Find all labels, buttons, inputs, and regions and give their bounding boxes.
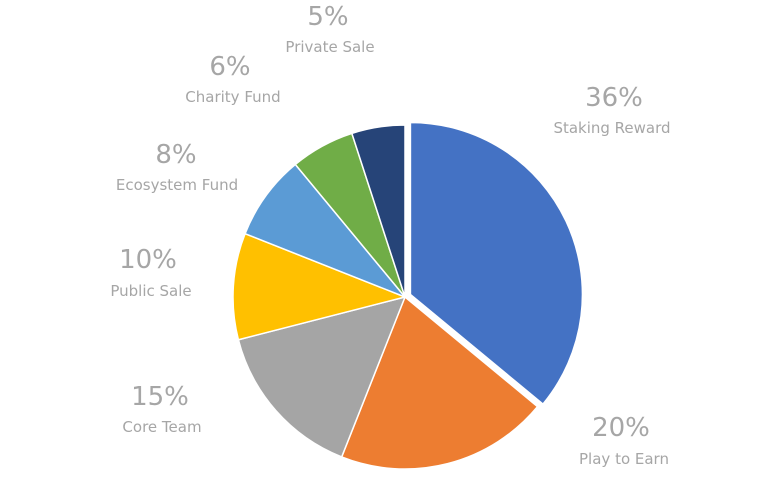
data-label-category-core-team: Core Team xyxy=(122,418,201,436)
data-label-value-staking-reward: 36% xyxy=(585,83,643,113)
data-label-value-public-sale: 10% xyxy=(119,245,177,275)
slice-public-sale xyxy=(232,232,408,341)
data-label-category-staking-reward: Staking Reward xyxy=(553,119,670,137)
pie-slices xyxy=(232,121,584,470)
slice-play-to-earn xyxy=(340,295,539,470)
data-label-value-core-team: 15% xyxy=(131,382,189,412)
data-label-category-private-sale: Private Sale xyxy=(285,38,374,56)
pie-labels: 36% Staking Reward 20% Play to Earn 15% Core … xyxy=(110,2,670,468)
data-label-value-charity-fund: 6% xyxy=(209,52,250,82)
data-label-category-public-sale: Public Sale xyxy=(110,282,191,300)
data-label-value-play-to-earn: 20% xyxy=(592,413,650,443)
data-label-category-ecosystem-fund: Ecosystem Fund xyxy=(116,176,238,194)
slice-private-sale xyxy=(350,124,406,298)
data-label-value-private-sale: 5% xyxy=(307,2,348,32)
data-label-category-charity-fund: Charity Fund xyxy=(185,88,280,106)
data-label-category-play-to-earn: Play to Earn xyxy=(579,450,669,468)
slice-staking-reward xyxy=(409,121,584,406)
slice-core-team xyxy=(237,295,407,458)
data-label-value-ecosystem-fund: 8% xyxy=(155,140,196,170)
